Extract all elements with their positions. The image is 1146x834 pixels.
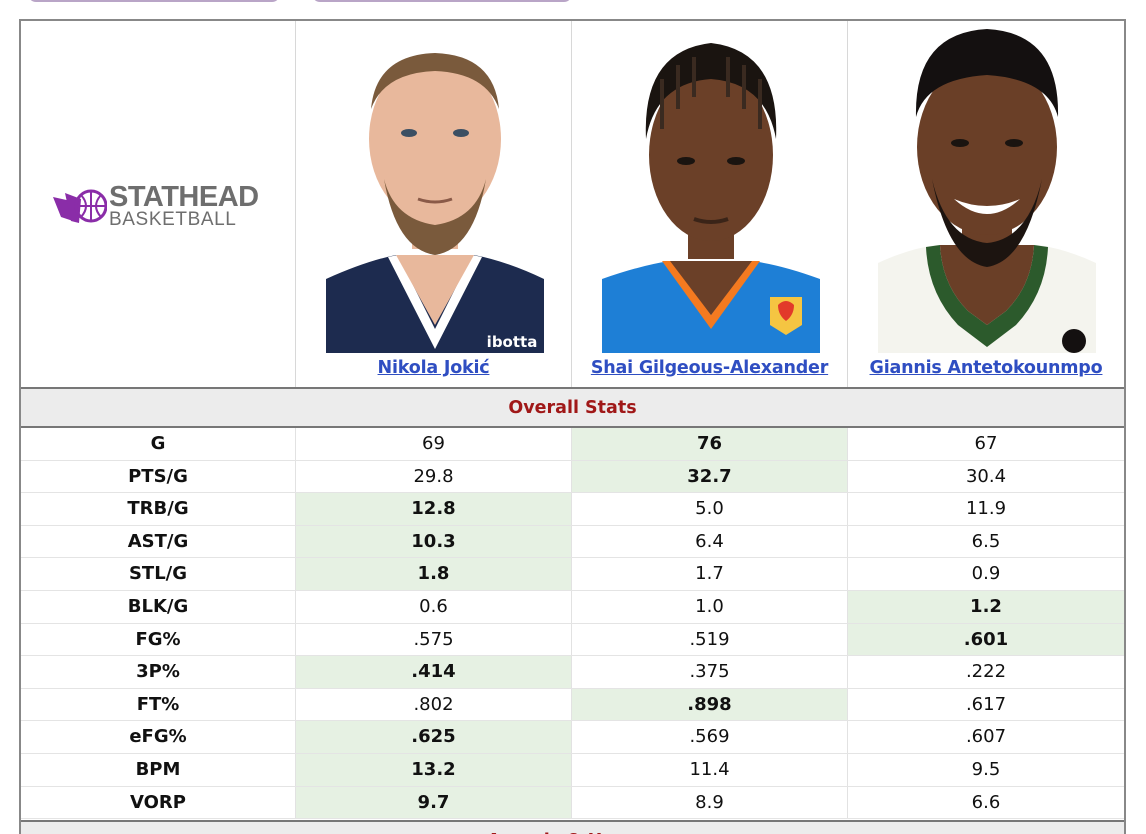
stat-value: 1.7 (572, 558, 848, 590)
stat-row: BPM 13.2 11.4 9.5 (21, 753, 1124, 787)
stat-value: .375 (572, 656, 848, 688)
stat-row: G 69 76 67 (21, 428, 1124, 461)
player-name-link-3[interactable]: Giannis Antetokounmpo (869, 358, 1103, 378)
stat-value: 67 (974, 433, 998, 454)
stat-value: .802 (296, 688, 572, 721)
player-portrait-2 (602, 29, 820, 353)
stat-value: 0.9 (971, 563, 1001, 585)
stat-value: .601 (848, 623, 1124, 656)
stat-row: STL/G 1.8 1.7 0.9 (21, 558, 1124, 591)
stat-value: 1.0 (572, 590, 848, 623)
overall-stats-header: Overall Stats (21, 387, 1124, 428)
stat-value: 29.8 (296, 460, 572, 493)
stat-label: FG% (21, 623, 296, 656)
player-photo-sga (602, 29, 820, 353)
stat-value: .569 (572, 721, 848, 753)
player-photo-jokic: ibotta (326, 29, 544, 353)
player-header-row: STATHEAD BASKETBALL (21, 21, 1124, 387)
stat-value: 6.6 (971, 791, 1001, 813)
player-name-link-2[interactable]: Shai Gilgeous-Alexander (590, 358, 829, 378)
stat-value: .414 (296, 656, 572, 688)
stathead-logo[interactable]: STATHEAD BASKETBALL (51, 183, 259, 229)
stat-value: 5.0 (572, 493, 848, 525)
stat-value: .519 (572, 623, 848, 656)
stat-value: 11.4 (572, 753, 848, 786)
stat-value: .898 (572, 688, 848, 721)
stat-value: .575 (296, 623, 572, 656)
stat-value: 32.7 (572, 460, 848, 493)
stat-label: PTS/G (21, 460, 296, 493)
stat-row: TRB/G 12.8 5.0 11.9 (21, 493, 1124, 526)
stat-value: 13.2 (296, 753, 572, 786)
stat-value: .607 (965, 726, 1007, 748)
stat-row: eFG% .625.569 .607 (21, 721, 1124, 754)
stat-value: 8.9 (572, 786, 848, 819)
stat-value: 10.3 (296, 525, 572, 558)
stat-label: eFG% (21, 721, 296, 753)
stat-value: .617 (965, 693, 1007, 715)
player-column-1: ibotta Nikola Jokić (296, 21, 572, 387)
comparison-table: STATHEAD BASKETBALL (19, 19, 1126, 834)
stat-row: BLK/G 0.6 1.0 1.2 (21, 590, 1124, 624)
stat-label: VORP (21, 786, 296, 819)
logo-sub-text: BASKETBALL (109, 209, 237, 230)
stat-value: .625 (296, 721, 572, 753)
stat-label: STL/G (21, 558, 296, 590)
awards-section-header: Awards & Honors (21, 820, 1124, 834)
stat-value: 6.5 (971, 530, 1001, 552)
stat-value: 6.4 (572, 525, 848, 558)
svg-text:ibotta: ibotta (487, 333, 538, 351)
stats-table-body: G 69 76 67 PTS/G 29.8 32.7 30.4 TRB/G 12.8 5.0 11.9… (21, 428, 1124, 820)
stat-value: 69 (296, 428, 572, 460)
top-tab-2[interactable] (312, 0, 572, 2)
stat-row: PTS/G 29.8 32.7 30.4 (21, 460, 1124, 494)
stat-label: TRB/G (21, 493, 296, 525)
player-name-link-1[interactable]: Nikola Jokić (377, 358, 490, 378)
stat-label: 3P% (21, 656, 296, 688)
top-tab-1[interactable] (28, 0, 280, 2)
stat-value: 9.5 (971, 758, 1001, 780)
player-portrait-1: ibotta (326, 29, 544, 353)
player-column-3: Giannis Antetokounmpo (848, 21, 1124, 387)
stat-value: 12.8 (296, 493, 572, 525)
logo-cell: STATHEAD BASKETBALL (21, 21, 296, 387)
stat-value: 9.7 (296, 786, 572, 819)
stat-label: FT% (21, 688, 296, 721)
stat-label: G (21, 428, 296, 460)
stat-row: FG% .575.519.601 (21, 623, 1124, 657)
stat-label: BLK/G (21, 590, 296, 623)
stat-value: 0.6 (296, 590, 572, 623)
stat-value: 1.2 (848, 590, 1124, 623)
stat-value: 1.8 (296, 558, 572, 590)
logo-main-text: STATHEAD (109, 181, 259, 213)
stat-row: FT% .802.898 .617 (21, 688, 1124, 722)
stat-row: AST/G 10.3 6.4 6.5 (21, 525, 1124, 559)
stat-row: 3P% .414.375 .222 (21, 656, 1124, 689)
player-portrait-3 (878, 29, 1096, 353)
player-column-2: Shai Gilgeous-Alexander (572, 21, 848, 387)
stat-value: 30.4 (965, 465, 1007, 487)
stat-row: VORP 9.7 8.9 6.6 (21, 786, 1124, 820)
stat-label: BPM (21, 753, 296, 786)
stat-value: 11.9 (965, 498, 1007, 520)
basketball-logo-icon (53, 189, 107, 223)
stat-value: 76 (572, 428, 848, 460)
player-photo-giannis (878, 29, 1096, 353)
stat-value: .222 (965, 661, 1007, 683)
stat-label: AST/G (21, 525, 296, 558)
